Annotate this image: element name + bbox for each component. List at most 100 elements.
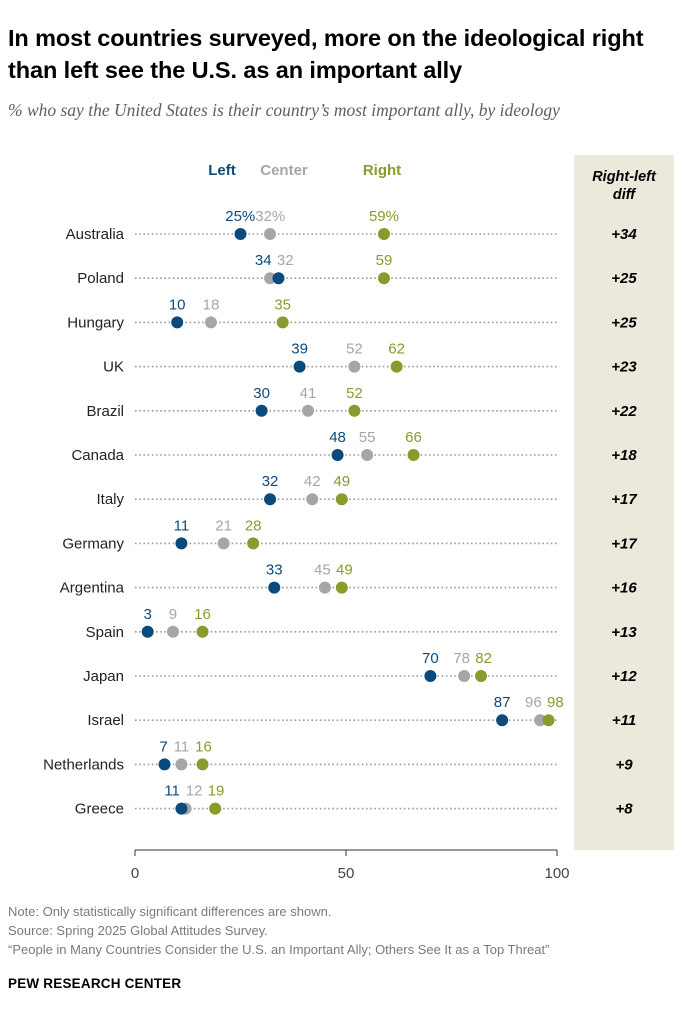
value-label-center-uk: 52: [346, 341, 363, 358]
row-label-germany: Germany: [62, 535, 124, 552]
value-label-right-spain: 16: [194, 606, 211, 623]
value-label-center-brazil: 41: [300, 385, 317, 402]
dot-right-australia: [377, 228, 390, 240]
diff-value-brazil: +22: [611, 403, 637, 420]
dot-left-israel: [496, 714, 509, 727]
value-label-left-netherlands: 7: [159, 738, 167, 755]
diff-panel-background: [574, 155, 674, 850]
diff-value-greece: +8: [615, 801, 633, 818]
legend-item-left: Left: [208, 162, 236, 179]
value-label-right-argentina: 49: [336, 562, 353, 579]
x-tick-label-100: 100: [544, 865, 569, 882]
row-label-uk: UK: [103, 359, 124, 376]
diff-value-canada: +18: [611, 447, 637, 464]
diff-value-argentina: +16: [611, 580, 637, 597]
value-label-right-greece: 19: [208, 783, 225, 800]
value-label-center-italy: 42: [304, 473, 321, 490]
value-label-left-israel: 87: [494, 694, 511, 711]
dot-left-hungary: [171, 316, 184, 329]
row-label-canada: Canada: [71, 447, 124, 464]
diff-value-poland: +25: [611, 270, 637, 287]
dot-right-spain: [196, 625, 209, 638]
dot-right-germany: [247, 537, 260, 550]
value-label-left-canada: 48: [329, 429, 346, 446]
value-label-center-greece: 12: [186, 783, 203, 800]
dot-left-argentina: [268, 581, 281, 594]
dot-right-argentina: [335, 581, 348, 594]
value-label-right-japan: 82: [475, 650, 492, 667]
row-label-japan: Japan: [83, 668, 124, 685]
dot-center-brazil: [302, 404, 315, 417]
dot-right-japan: [475, 670, 488, 682]
value-label-right-germany: 28: [245, 517, 262, 534]
diff-value-netherlands: +9: [615, 756, 633, 773]
dot-left-japan: [424, 670, 437, 682]
value-label-right-canada: 66: [405, 429, 422, 446]
row-label-netherlands: Netherlands: [43, 756, 124, 773]
dot-right-netherlands: [196, 758, 209, 771]
value-label-center-netherlands: 11: [174, 738, 190, 755]
dot-plot-chart: Right-left diff Left Center Right Australia 25…: [43, 155, 674, 882]
value-label-right-italy: 49: [333, 473, 350, 490]
row-label-italy: Italy: [96, 491, 124, 508]
diff-value-hungary: +25: [611, 314, 637, 331]
value-label-left-spain: 3: [143, 606, 151, 623]
row-label-poland: Poland: [77, 270, 124, 287]
x-tick-label-50: 50: [338, 865, 355, 882]
dot-center-uk: [348, 360, 361, 373]
dot-center-canada: [361, 449, 374, 461]
legend-item-right: Right: [363, 162, 401, 179]
dot-right-uk: [390, 360, 403, 373]
value-label-center-australia: 32%: [255, 208, 285, 225]
row-label-israel: Israel: [87, 712, 124, 729]
diff-value-italy: +17: [611, 491, 637, 508]
diff-value-spain: +13: [611, 624, 637, 641]
x-tick-label-0: 0: [131, 865, 139, 882]
row-label-brazil: Brazil: [86, 403, 124, 420]
value-label-center-israel: 96: [525, 694, 542, 711]
value-label-center-spain: 9: [169, 606, 177, 623]
footnote-note: Note: Only statistically significant dif…: [8, 904, 332, 919]
dot-center-poland: [264, 272, 277, 285]
dot-left-australia: [234, 228, 247, 240]
footnote-source: Source: Spring 2025 Global Attitudes Sur…: [8, 923, 268, 938]
value-label-right-hungary: 35: [274, 296, 291, 313]
value-label-right-israel: 98: [547, 694, 564, 711]
dot-center-australia: [264, 228, 277, 240]
dot-center-argentina: [318, 581, 331, 594]
dot-left-spain: [141, 625, 154, 638]
diff-value-uk: +23: [611, 359, 637, 376]
dot-center-spain: [166, 625, 179, 638]
chart-title: In most countries surveyed, more on the …: [8, 25, 644, 83]
row-label-argentina: Argentina: [60, 580, 125, 597]
dot-left-greece: [175, 802, 188, 815]
dot-center-germany: [217, 537, 230, 550]
value-label-left-australia: 25%: [225, 208, 255, 225]
row-label-spain: Spain: [86, 624, 124, 641]
chart-subtitle: % who say the United States is their cou…: [8, 100, 560, 120]
dot-right-greece: [209, 802, 222, 815]
value-label-left-poland: 34: [255, 252, 272, 269]
diff-value-israel: +11: [612, 712, 636, 729]
dot-center-israel: [534, 714, 547, 727]
dot-left-netherlands: [158, 758, 171, 771]
brand-logo-text: PEW RESEARCH CENTER: [8, 976, 182, 991]
value-label-left-argentina: 33: [266, 562, 283, 579]
value-label-right-poland: 59: [376, 252, 393, 269]
dot-left-italy: [264, 493, 277, 506]
value-label-left-hungary: 10: [169, 296, 186, 313]
dot-center-italy: [306, 493, 319, 506]
value-label-left-japan: 70: [422, 650, 439, 667]
dot-right-italy: [335, 493, 348, 506]
dot-right-poland: [377, 272, 390, 285]
dot-right-canada: [407, 449, 420, 461]
dot-right-brazil: [348, 404, 361, 417]
value-label-center-japan: 78: [453, 650, 470, 667]
dot-right-hungary: [276, 316, 289, 329]
diff-value-japan: +12: [611, 668, 637, 685]
value-label-left-greece: 11: [164, 783, 180, 800]
dot-center-netherlands: [175, 758, 188, 771]
value-label-right-brazil: 52: [346, 385, 363, 402]
value-label-left-brazil: 30: [253, 385, 270, 402]
dot-left-canada: [331, 449, 344, 461]
